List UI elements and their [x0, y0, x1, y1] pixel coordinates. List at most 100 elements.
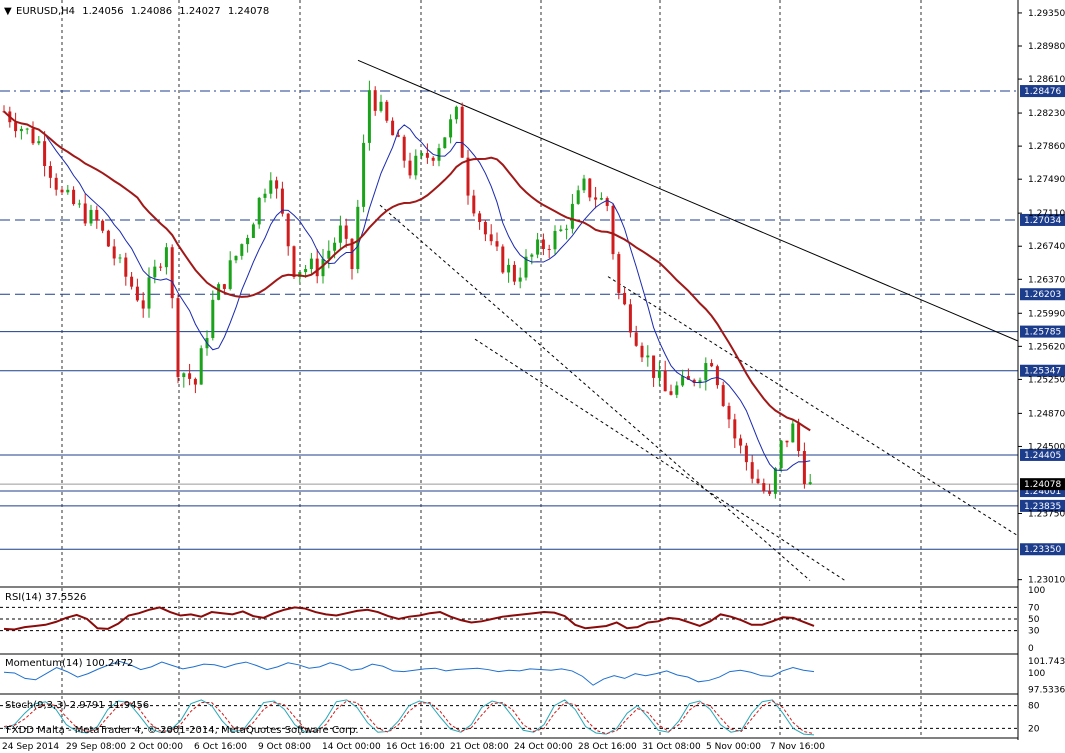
candle-body [77, 203, 81, 205]
rsi-level-label: 30 [1028, 627, 1040, 637]
candle-body [19, 128, 23, 132]
candle-body [37, 141, 41, 144]
candle-body [263, 193, 267, 198]
price-tick-label: 1.24870 [1028, 409, 1065, 419]
candle-body [414, 155, 418, 176]
candle-body [431, 157, 435, 161]
horizontal-levels[interactable]: 1.28476 1.27034 1.26203 1.25785 1.25347 1.244… [0, 85, 1065, 556]
time-tick-label: 28 Oct 16:00 [578, 742, 637, 752]
candle-body [605, 198, 609, 206]
candle-body [106, 230, 110, 247]
candle-body [768, 491, 772, 494]
level-price-box [1020, 543, 1065, 556]
candle-body [623, 292, 627, 305]
candle-body [460, 106, 464, 158]
candle-body [60, 189, 64, 193]
trendline-resistance [357, 59, 1019, 342]
stoch-main-line [3, 699, 815, 736]
candle-body [524, 256, 528, 278]
candle-body [599, 198, 603, 200]
price-tick-label: 1.23010 [1028, 576, 1065, 586]
candle-body [211, 299, 215, 338]
candle-body [791, 423, 795, 443]
rsi-level-label: 50 [1028, 615, 1040, 625]
time-tick-label: 9 Oct 08:00 [258, 742, 311, 752]
price-tick-label: 1.25620 [1028, 342, 1065, 352]
time-tick-label: 7 Nov 16:00 [770, 742, 825, 752]
time-tick-label: 29 Sep 08:00 [66, 742, 126, 752]
price-tick-label: 1.28230 [1028, 109, 1065, 119]
candle-body [797, 423, 801, 451]
candle-body [402, 136, 406, 161]
candle-body [750, 462, 754, 479]
candle-body [228, 260, 232, 289]
candle-body [356, 206, 360, 270]
time-tick-label: 31 Oct 08:00 [642, 742, 701, 752]
candle-body [112, 246, 116, 259]
candle-body [101, 220, 105, 231]
candle-body [443, 137, 447, 149]
level-price-box [1020, 213, 1065, 226]
symbol-label: EURUSD,H4 [16, 6, 75, 17]
candle-body [130, 276, 134, 287]
price-tick-label: 1.27860 [1028, 142, 1065, 152]
candle-body [808, 482, 812, 485]
candle-body [762, 483, 766, 492]
header-arrow: ▼ [4, 6, 12, 17]
level-price-label: 1.25347 [1024, 367, 1061, 377]
candle-body [269, 180, 273, 194]
candle-body [246, 237, 250, 245]
time-tick-label: 16 Oct 16:00 [386, 742, 445, 752]
candle-body [483, 221, 487, 235]
candle-body [280, 188, 284, 214]
current-price-box [1020, 478, 1065, 491]
candle-body [257, 197, 261, 225]
candle-body [373, 90, 377, 111]
price-tick-label: 1.23750 [1028, 509, 1065, 519]
momentum-tick-label: 100 [1028, 669, 1045, 679]
candle-body [396, 135, 400, 137]
candle-body [541, 239, 545, 250]
candle-body [489, 234, 493, 242]
level-price-box [1020, 448, 1065, 461]
price-tick-label: 1.29350 [1028, 9, 1065, 19]
svg-text:EURUSD,H4 1.24056 1.24: EURUSD,H4 1.24056 1.24086 1.24027 1.2407… [16, 6, 269, 17]
candle-body [657, 370, 661, 378]
moving-averages [3, 110, 811, 471]
rsi-line [3, 606, 815, 631]
time-tick-label: 6 Oct 16:00 [194, 742, 247, 752]
rsi-level-label: 0 [1028, 644, 1034, 654]
ma-slow [3, 110, 811, 432]
candle-body [141, 300, 145, 309]
candle-body [611, 205, 615, 255]
candle-body [779, 440, 783, 469]
ohlc-close: 1.24078 [228, 6, 269, 17]
candle-body [501, 246, 505, 273]
candle-body [675, 385, 679, 395]
price-tick-label: 1.26370 [1028, 275, 1065, 285]
candle-body [518, 277, 522, 282]
momentum-label: Momentum(14) 100.2472 [5, 658, 133, 669]
candle-body [188, 373, 192, 379]
candle-body [570, 203, 574, 229]
candle-body [628, 304, 632, 333]
candle-body [646, 355, 650, 358]
candle-body [425, 153, 429, 158]
candle-body [199, 348, 203, 385]
candle-body [193, 378, 197, 385]
rsi-level-label: 70 [1028, 603, 1040, 613]
trendlines[interactable] [357, 59, 1019, 581]
ohlc-high: 1.24086 [131, 6, 172, 17]
level-price-box [1020, 364, 1065, 377]
candle-body [222, 284, 226, 289]
candle-body [321, 258, 325, 277]
momentum-tick-label: 97.5336 [1028, 686, 1065, 696]
candle-body [379, 101, 383, 111]
candle-body [43, 141, 47, 167]
level-price-label: 1.27034 [1024, 216, 1061, 226]
candle-body [739, 438, 743, 446]
candle-body [727, 405, 731, 420]
price-tick-label: 1.26740 [1028, 242, 1065, 252]
